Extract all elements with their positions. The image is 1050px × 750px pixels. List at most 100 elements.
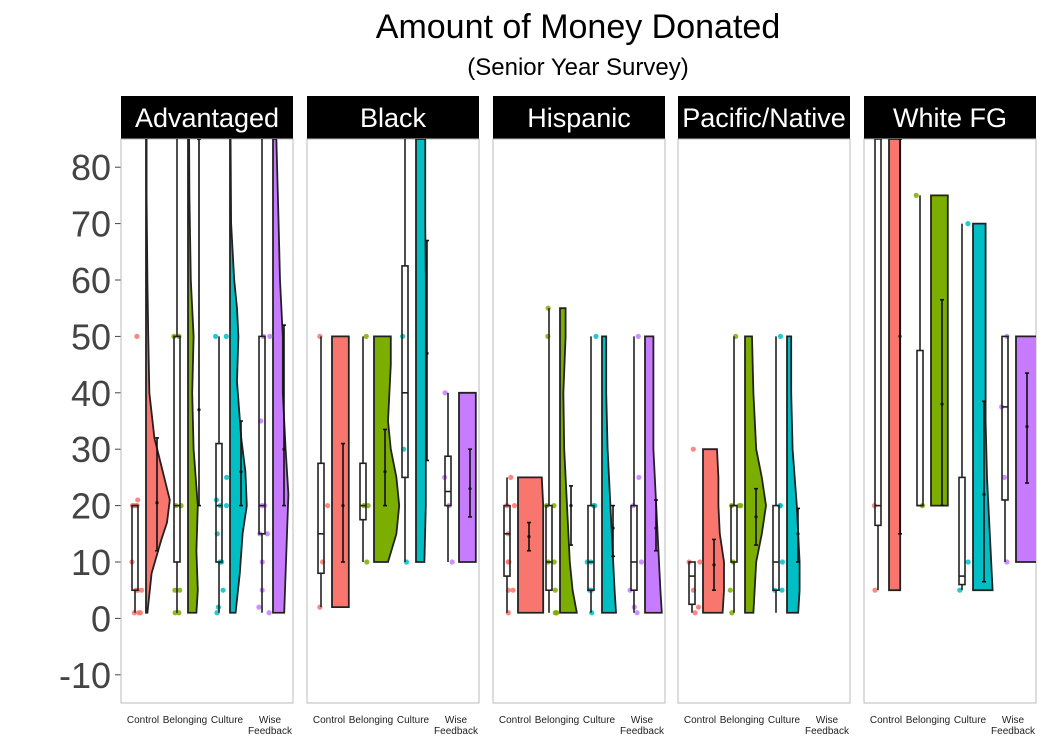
x-tick-label: Control (684, 715, 716, 726)
data-point (690, 446, 696, 452)
ci-mean (282, 447, 286, 451)
x-tick-label-line: Wise (445, 715, 468, 726)
panel-marks (871, 139, 1036, 593)
data-point (266, 610, 272, 616)
data-point (635, 333, 641, 339)
data-point (636, 474, 642, 480)
y-tick-label: 0 (91, 598, 111, 639)
x-tick-label: Wise Feedback (805, 715, 850, 737)
panel-marks (503, 305, 663, 616)
violin-half (145, 139, 171, 614)
ci-mean (468, 487, 472, 491)
y-tick-label: 50 (71, 316, 111, 357)
x-tick-label: Wise Feedback (991, 715, 1036, 737)
ci-mean (383, 470, 387, 474)
data-point (957, 587, 963, 593)
x-tick-label: Belonging (163, 715, 207, 726)
x-tick-label: Control (499, 715, 531, 726)
panel-marks (686, 333, 801, 616)
data-point (965, 559, 971, 565)
data-point (551, 559, 557, 565)
x-tick-label-line: Wise (816, 715, 839, 726)
x-tick-label: Culture (211, 715, 244, 726)
facet-panel: Pacific/Native Control Belonging Culture Wis… (677, 96, 851, 737)
violin-half (744, 335, 767, 614)
ci-mean (341, 504, 345, 508)
ci-mean (611, 526, 615, 530)
x-tick-label: Belonging (906, 715, 950, 726)
x-tick-label: Wise Feedback (620, 715, 665, 737)
violin-half (644, 335, 663, 614)
x-tick-label: Control (870, 715, 902, 726)
y-tick-label: 60 (71, 260, 111, 301)
box-iqr (916, 349, 924, 507)
violin-half (229, 139, 248, 614)
x-tick-label-line: Feedback (620, 726, 665, 737)
data-point (692, 610, 698, 616)
box-iqr (258, 335, 266, 535)
y-tick-label: -10 (59, 655, 111, 696)
ci-mean (712, 563, 716, 567)
violin-half (702, 448, 725, 614)
data-point (729, 610, 735, 616)
box-iqr (503, 504, 511, 577)
violin-half (415, 139, 427, 563)
ci-mean (754, 515, 758, 519)
facet-strip-label: Hispanic (527, 103, 631, 133)
facet-strip-label: Black (360, 103, 427, 133)
facet-strip (307, 96, 479, 139)
data-point (510, 587, 516, 593)
x-tick-label: Wise Feedback (248, 715, 293, 737)
x-tick-label: Belonging (349, 715, 393, 726)
data-point (552, 587, 558, 593)
data-point (913, 192, 919, 198)
facet-strip (493, 96, 665, 139)
violin-half (1015, 335, 1036, 563)
x-tick-label: Culture (583, 715, 616, 726)
violin-half (373, 335, 401, 563)
box-iqr (173, 335, 181, 563)
facet-panel: White FG Control Belonging Culture Wise Feedb… (863, 96, 1037, 737)
box-iqr (958, 476, 966, 586)
y-tick-label: 20 (71, 486, 111, 527)
data-point (264, 531, 270, 537)
x-tick-label: Control (127, 715, 159, 726)
data-point (638, 559, 645, 565)
facet-strip (121, 96, 293, 139)
data-point (779, 559, 786, 565)
box-iqr (630, 504, 638, 592)
box-iqr (317, 462, 325, 575)
box-iqr (772, 504, 780, 592)
facet-strip-label: Pacific/Native (682, 103, 846, 133)
box-iqr (688, 561, 696, 606)
panel-marks (129, 139, 290, 616)
data-point (363, 333, 369, 339)
violin-half (972, 222, 994, 592)
box-iqr (1001, 335, 1009, 501)
data-point (872, 587, 878, 593)
data-point (256, 604, 262, 610)
x-tick-label: Belonging (720, 715, 764, 726)
ci-mean (654, 526, 658, 530)
box-iqr (215, 442, 223, 563)
data-point (325, 503, 331, 509)
data-point (172, 587, 178, 593)
data-point (545, 305, 551, 311)
box-iqr (444, 455, 452, 507)
panel-border (120, 138, 294, 704)
x-tick-label: Control (313, 715, 345, 726)
ci-mean (197, 408, 201, 412)
ci-mean (155, 501, 159, 505)
data-point (508, 474, 514, 480)
data-point (552, 610, 558, 616)
y-tick-label: 30 (71, 429, 111, 470)
facet-strip-label: White FG (893, 103, 1007, 133)
x-tick-label-line: Feedback (434, 726, 479, 737)
data-point (220, 587, 226, 593)
data-point (777, 333, 784, 339)
violin-half (272, 139, 290, 614)
y-tick-label: 80 (71, 147, 111, 188)
chart-subtitle: (Senior Year Survey) (467, 54, 688, 81)
ci-mean (425, 351, 429, 355)
